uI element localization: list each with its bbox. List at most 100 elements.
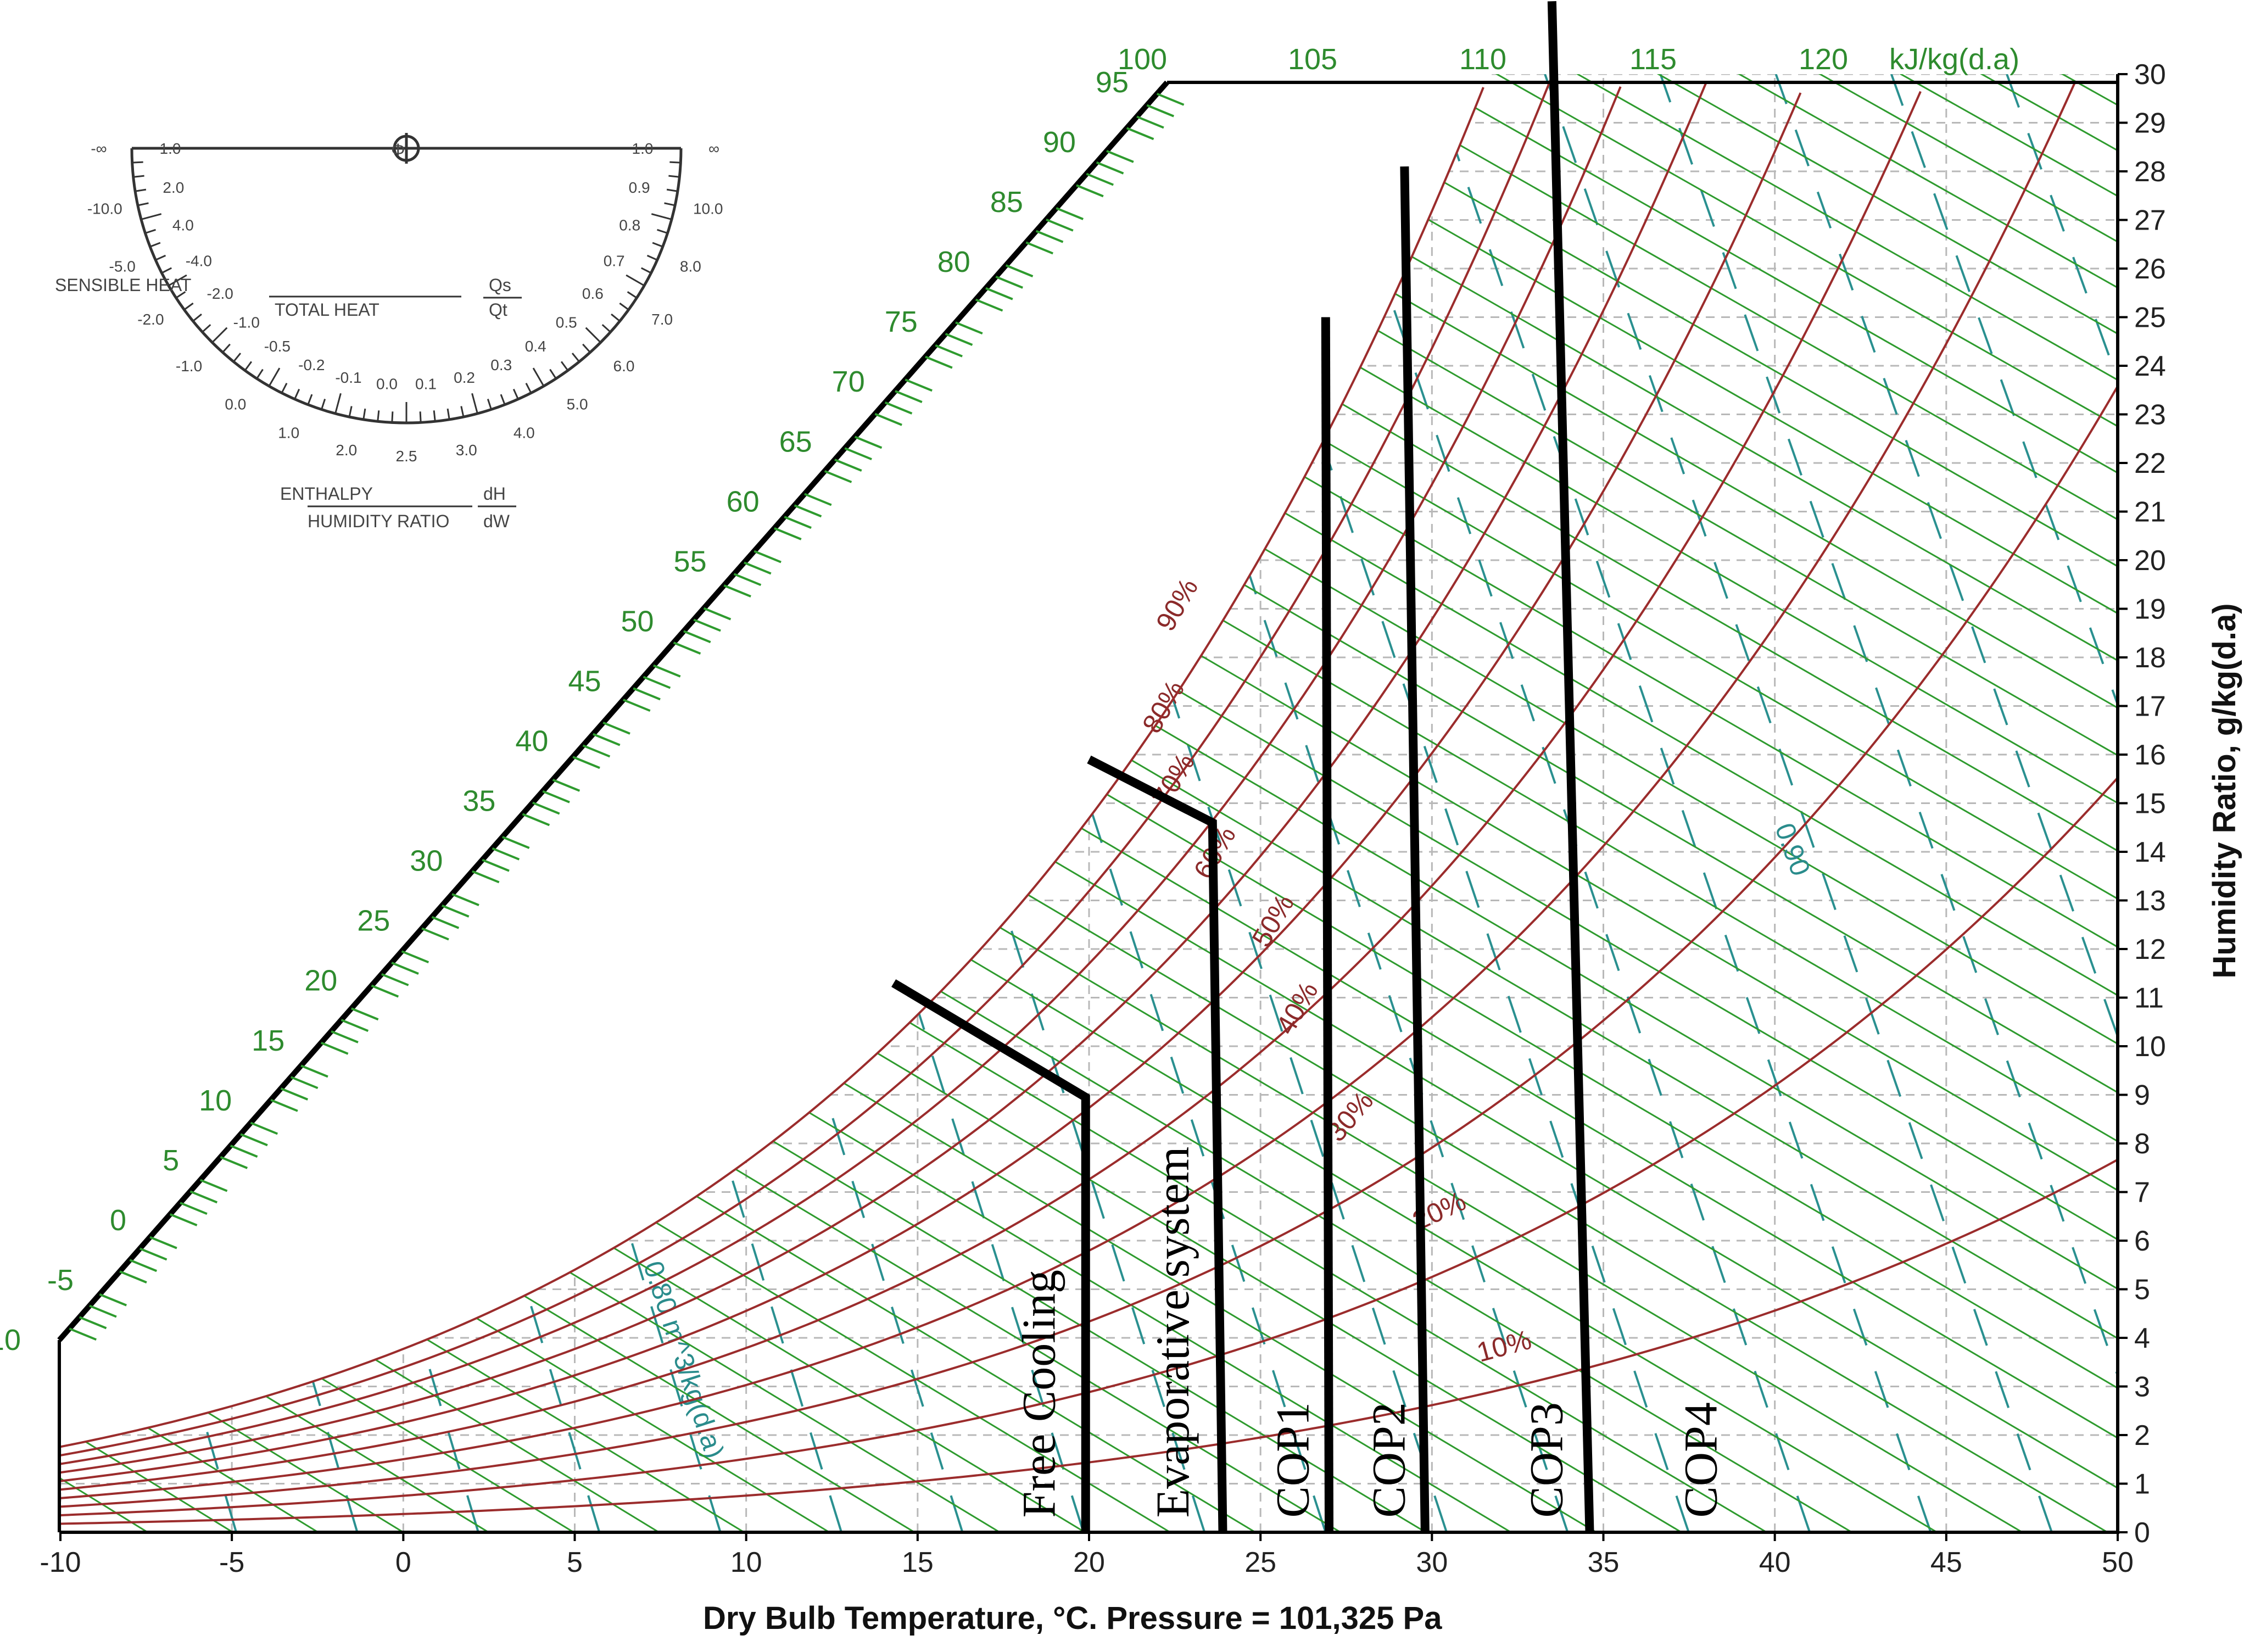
enthalpy-scale-label: 35	[462, 785, 495, 818]
enthalpy-line	[60, 74, 1767, 1532]
x-tick-label: 45	[1930, 1547, 1962, 1578]
y-tick-label: 20	[2134, 545, 2166, 577]
zone-boundary	[891, 979, 1090, 1532]
enthalpy-scale-label: 75	[885, 305, 918, 338]
prot-outer-label: 8.0	[680, 258, 701, 275]
enthalpy-scale-label: -5	[47, 1264, 74, 1297]
enthalpy-line	[60, 74, 1426, 1532]
y-tick-label: 5	[2134, 1274, 2150, 1306]
rh-curve	[60, 76, 1553, 1456]
zone-boundary	[1321, 317, 1334, 1533]
prot-tick	[145, 228, 156, 234]
enthalpy-hatch	[623, 699, 651, 712]
protractor: 1.0 0.9 0.8 0.70.6 0.5 0.4 0.3 0.2 0.1 0.0 -0.1 -0.…	[55, 133, 723, 531]
prot-tick	[666, 188, 678, 192]
prot-inner-label: 4.0	[172, 217, 194, 234]
enthalpy-hatch	[1126, 127, 1154, 141]
enthalpy-line	[60, 74, 2118, 1532]
prot-outer-label: 7.0	[651, 311, 673, 328]
volume-line	[1544, 74, 2053, 1532]
y-tick-label: 28	[2134, 156, 2166, 188]
prot-inner-label: 1.0	[160, 140, 181, 157]
prot-tick	[268, 367, 281, 387]
prot-tick	[419, 411, 422, 423]
prot-outer-label: -∞	[91, 140, 107, 157]
prot-tick	[611, 313, 621, 322]
enthalpy-hatch	[925, 355, 953, 369]
enthalpy-scale-label: 5	[163, 1144, 179, 1177]
enthalpy-hatch	[250, 1121, 278, 1135]
prot-tick	[133, 175, 144, 178]
enthalpy-hatch	[300, 1064, 328, 1078]
rh-curve	[60, 82, 2076, 1499]
rh-curve	[60, 92, 1802, 1482]
rh-label: 10%	[1473, 1324, 1534, 1368]
prot-outer-label: 0.0	[225, 396, 246, 413]
axes: -10 -5 0 5 10 15 20 25 30 35 40 45 50012345678910111…	[40, 59, 2165, 1578]
enthalpy-scale-label: 55	[674, 545, 707, 578]
prot-tick	[500, 394, 506, 405]
enthalpy-top-label: 110	[1459, 43, 1506, 76]
enthalpy-hatch	[985, 287, 1013, 300]
x-tick-label: 25	[1244, 1547, 1276, 1578]
enthalpy-hatch	[723, 584, 751, 598]
enthalpy-top-label: 120	[1799, 43, 1848, 76]
enthalpy-hatch	[895, 390, 923, 403]
prot-tick	[626, 274, 645, 287]
prot-inner-label: -2.0	[207, 285, 233, 302]
prot-tick	[334, 393, 342, 414]
prot-tick	[192, 313, 202, 322]
prot-tick	[135, 188, 147, 192]
y-tick-label: 12	[2134, 934, 2166, 965]
y-tick-label: 15	[2134, 788, 2166, 820]
enthalpy-hatch	[653, 664, 681, 678]
enthalpy-hatch	[1025, 241, 1053, 255]
rh-label: 40%	[1270, 976, 1324, 1040]
rh-curve	[60, 86, 1622, 1465]
x-axis-title: Dry Bulb Temperature, °C. Pressure = 101…	[703, 1600, 1442, 1636]
prot-tick	[460, 406, 465, 417]
y-tick-label: 7	[2134, 1177, 2150, 1209]
x-tick-label: 50	[2102, 1547, 2134, 1578]
prot-tick	[657, 228, 668, 234]
prot-sensible-eq: Qs	[489, 275, 511, 295]
enthalpy-line	[60, 74, 489, 1532]
enthalpy-line	[60, 74, 2118, 1532]
x-tick-label: 35	[1588, 1547, 1620, 1578]
enthalpy-line	[401, 74, 2118, 1532]
enthalpy-top-label: 115	[1629, 43, 1677, 76]
prot-tick	[582, 343, 591, 353]
enthalpy-hatch	[139, 1247, 168, 1261]
enthalpy-hatch	[804, 493, 832, 506]
enthalpy-hatch	[905, 378, 933, 392]
prot-tick	[512, 388, 519, 400]
prot-tick	[183, 302, 194, 311]
zone-boundary	[1400, 166, 1430, 1533]
prot-outer-label: TOTAL HEAT	[275, 300, 379, 320]
enthalpy-scale-label: 25	[357, 905, 390, 937]
enthalpy-hatch	[89, 1304, 117, 1318]
enthalpy-hatch	[945, 333, 973, 346]
enthalpy-scale-label: 70	[832, 365, 865, 398]
volume-line	[1313, 74, 1811, 1532]
enthalpy-line	[243, 74, 2118, 1532]
x-tick-label: -5	[219, 1547, 244, 1578]
saturation-curve	[60, 87, 1484, 1448]
volume-label: 0.90	[1769, 819, 1816, 880]
prot-tick	[362, 408, 366, 420]
rh-curve	[60, 91, 1922, 1491]
prot-outer-label: -10.0	[87, 200, 122, 217]
enthalpy-hatch	[189, 1190, 218, 1204]
prot-outer-label: -2.0	[137, 311, 164, 328]
enthalpy-hatch	[673, 641, 701, 655]
zone-label: COP2	[1362, 1402, 1415, 1517]
prot-tick	[294, 388, 300, 400]
enthalpy-hatch	[643, 676, 671, 689]
x-tick-label: 10	[730, 1547, 762, 1578]
enthalpy-hatch	[693, 618, 721, 632]
prot-inner-label: -4.0	[186, 253, 212, 270]
prot-tick	[585, 327, 601, 343]
enthalpy-line	[60, 74, 2118, 1532]
prot-inner-label: -0.2	[298, 356, 325, 373]
enthalpy-hatch	[1056, 207, 1084, 220]
